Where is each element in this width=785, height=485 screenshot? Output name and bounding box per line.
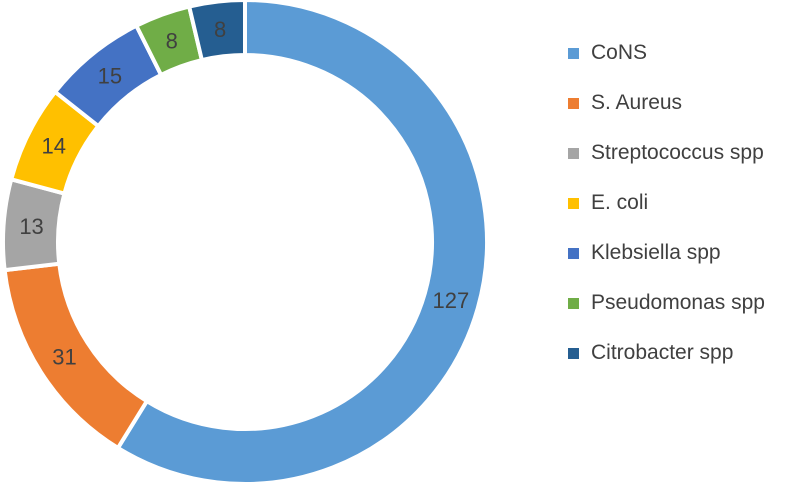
legend-item-s-aureus: S. Aureus xyxy=(568,78,783,128)
legend-item-e-coli: E. coli xyxy=(568,178,783,228)
legend-label: Pseudomonas spp xyxy=(591,291,765,314)
data-label-citrobacter-spp: 8 xyxy=(214,17,226,42)
slice-cons xyxy=(115,0,489,485)
legend-swatch xyxy=(568,197,579,209)
data-label-cons: 127 xyxy=(433,288,470,313)
data-label-e-coli: 14 xyxy=(42,133,66,158)
legend-swatch xyxy=(568,347,579,359)
chart-legend: CoNS S. Aureus Streptococcus spp E. coli Kle… xyxy=(568,28,783,378)
legend-item-streptococcus-spp: Streptococcus spp xyxy=(568,128,783,178)
legend-swatch xyxy=(568,147,579,159)
legend-swatch xyxy=(568,247,579,259)
data-label-streptococcus-spp: 13 xyxy=(19,214,43,239)
data-label-pseudomonas-spp: 8 xyxy=(166,28,178,53)
legend-label: S. Aureus xyxy=(591,91,683,114)
legend-swatch xyxy=(568,297,579,309)
slice-citrobacter-spp xyxy=(186,0,247,63)
legend-label: Streptococcus spp xyxy=(591,141,764,164)
legend-label: Klebsiella spp xyxy=(591,241,721,264)
legend-item-cons: CoNS xyxy=(568,28,783,78)
legend-item-klebsiella-spp: Klebsiella spp xyxy=(568,228,783,278)
data-label-klebsiella-spp: 15 xyxy=(98,64,122,89)
legend-label: Citrobacter spp xyxy=(591,341,734,364)
donut-data-labels: 127 31 13 14 15 8 8 xyxy=(19,17,469,370)
legend-swatch xyxy=(568,47,579,59)
donut-slices xyxy=(1,0,489,485)
legend-item-citrobacter-spp: Citrobacter spp xyxy=(568,328,783,378)
legend-label: CoNS xyxy=(591,41,648,64)
data-label-s-aureus: 31 xyxy=(52,344,76,369)
legend-label: E. coli xyxy=(591,191,649,214)
legend-swatch xyxy=(568,97,579,109)
legend-item-pseudomonas-spp: Pseudomonas spp xyxy=(568,278,783,328)
